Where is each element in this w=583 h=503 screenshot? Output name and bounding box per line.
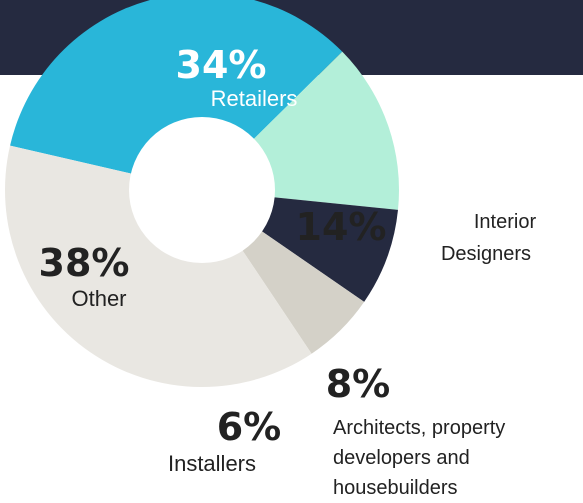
architects-name-line2: developers and [333, 447, 470, 469]
interior-designers-name-line2: Designers [441, 243, 531, 265]
donut-hole [129, 117, 275, 263]
retailers-value-label: 34% [176, 43, 267, 87]
interior-designers-value-label: 14% [296, 205, 387, 249]
slice-other [5, 145, 312, 387]
slice-retailers [10, 0, 343, 190]
architects-name-line1: Architects, property [333, 417, 505, 439]
retailers-name-label: Retailers [211, 86, 298, 111]
other-value-label: 38% [39, 241, 130, 285]
installers-value-label: 6% [217, 405, 282, 449]
installers-name-label: Installers [168, 451, 256, 476]
architects-name-line3: housebuilders [333, 477, 458, 499]
interior-designers-name-line1: Interior [474, 211, 537, 233]
architects-value-label: 8% [326, 362, 391, 406]
other-name-label: Other [71, 286, 126, 311]
